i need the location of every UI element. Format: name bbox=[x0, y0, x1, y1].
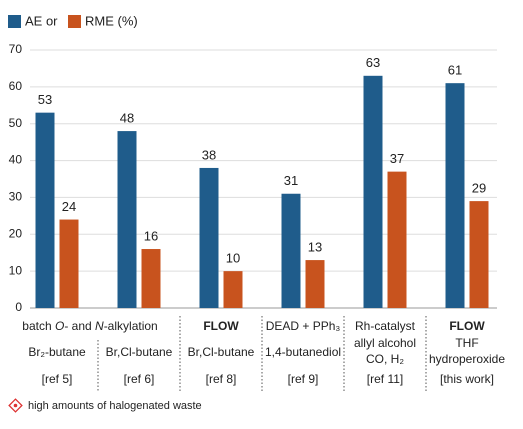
bar bbox=[141, 249, 161, 308]
footnote: high amounts of halogenated waste bbox=[28, 400, 202, 412]
header-part: batch bbox=[22, 319, 55, 333]
legend-label: RME (%) bbox=[85, 13, 138, 28]
data-label: 48 bbox=[120, 111, 134, 126]
y-tick-label: 50 bbox=[9, 116, 23, 130]
bar bbox=[117, 131, 137, 308]
legend-swatch bbox=[8, 15, 21, 28]
header-part: O bbox=[55, 319, 64, 333]
bar bbox=[35, 112, 55, 309]
bar bbox=[223, 271, 243, 308]
category-header: batch O- and N-alkylation bbox=[22, 319, 157, 333]
legend-swatch bbox=[68, 15, 81, 28]
data-label: 10 bbox=[226, 251, 240, 266]
bar bbox=[281, 193, 301, 308]
bar bbox=[199, 167, 219, 308]
y-tick-label: 0 bbox=[15, 300, 22, 314]
x-tick-label: [ref 5] bbox=[42, 372, 73, 386]
header-part: -alkylation bbox=[104, 319, 158, 333]
x-tick-label: Br,Cl-butane bbox=[188, 345, 255, 359]
y-tick-label: 20 bbox=[9, 226, 23, 240]
data-label: 63 bbox=[366, 55, 380, 70]
bar bbox=[305, 260, 325, 308]
data-label: 31 bbox=[284, 173, 298, 188]
data-label: 38 bbox=[202, 147, 216, 162]
data-label: 37 bbox=[390, 151, 404, 166]
x-tick-label: Br,Cl-butane bbox=[106, 345, 173, 359]
x-tick-label: 1,4-butanediol bbox=[265, 345, 341, 359]
header-part: - and bbox=[64, 319, 95, 333]
bar bbox=[387, 171, 407, 308]
data-label: 29 bbox=[472, 181, 486, 196]
y-tick-label: 10 bbox=[9, 263, 23, 277]
x-tick-label: FLOW bbox=[449, 319, 485, 333]
y-tick-label: 60 bbox=[9, 79, 23, 93]
legend-label: AE or bbox=[25, 13, 58, 28]
x-tick-label: [ref 11] bbox=[367, 372, 403, 386]
data-label: 13 bbox=[308, 240, 322, 255]
x-tick-label: DEAD + PPh₃ bbox=[266, 319, 341, 333]
header-part: N bbox=[95, 319, 104, 333]
x-tick-label: Br₂-butane bbox=[28, 345, 86, 359]
bar bbox=[469, 201, 489, 308]
x-tick-label: [ref 9] bbox=[288, 372, 319, 386]
x-tick-label: Rh-catalyst bbox=[355, 319, 416, 333]
x-tick-label: allyl alcohol bbox=[354, 336, 416, 350]
x-tick-label: [this work] bbox=[440, 372, 494, 386]
x-tick-label: CO, H₂ bbox=[366, 352, 404, 366]
y-tick-label: 40 bbox=[9, 153, 23, 167]
footnote-icon bbox=[8, 398, 23, 413]
bar bbox=[59, 219, 79, 308]
x-tick-label: [ref 8] bbox=[206, 372, 237, 386]
y-tick-label: 30 bbox=[9, 190, 23, 204]
data-label: 61 bbox=[448, 63, 462, 78]
data-label: 16 bbox=[144, 228, 158, 243]
data-label: 24 bbox=[62, 199, 76, 214]
bar bbox=[363, 75, 383, 308]
x-tick-label: [ref 6] bbox=[124, 372, 155, 386]
y-tick-label: 70 bbox=[9, 42, 23, 56]
bar bbox=[445, 83, 465, 309]
x-tick-label: THF bbox=[455, 336, 478, 350]
x-tick-label: FLOW bbox=[203, 319, 239, 333]
x-tick-label: hydroperoxide bbox=[429, 352, 505, 366]
data-label: 53 bbox=[38, 92, 52, 107]
